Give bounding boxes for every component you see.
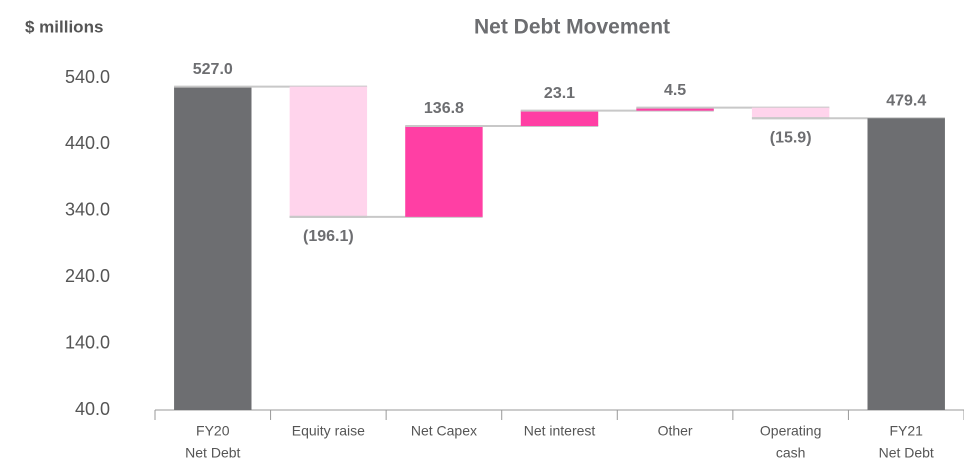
x-tick-label: Net Debt xyxy=(879,445,934,461)
bar xyxy=(636,107,714,111)
bar xyxy=(289,86,368,217)
value-label: (15.9) xyxy=(770,129,812,146)
bar xyxy=(867,118,945,410)
x-tick-label: FY21 xyxy=(889,423,923,439)
value-label: 136.8 xyxy=(424,100,464,117)
x-tick-label: Net Capex xyxy=(411,423,477,439)
bar xyxy=(174,86,252,410)
x-tick-label: Equity raise xyxy=(292,423,365,439)
bar xyxy=(405,126,483,217)
y-tick-label: 240.0 xyxy=(65,266,110,286)
chart-title: Net Debt Movement xyxy=(474,16,670,39)
value-label: 479.4 xyxy=(886,92,926,109)
x-tick-label: Other xyxy=(658,423,693,439)
y-axis-label: $ millions xyxy=(25,17,103,36)
y-tick-label: 540.0 xyxy=(65,67,110,87)
x-tick-label: FY20 xyxy=(196,423,230,439)
y-tick-label: 340.0 xyxy=(65,200,110,220)
value-label: 4.5 xyxy=(664,82,686,99)
bar xyxy=(751,107,830,119)
y-tick-label: 40.0 xyxy=(75,399,110,419)
bar xyxy=(520,110,599,127)
x-tick-label: Net Debt xyxy=(185,445,240,461)
x-tick-label: Operating xyxy=(760,423,821,439)
value-label: 527.0 xyxy=(193,61,233,78)
x-tick-label: Net interest xyxy=(524,423,596,439)
x-tick-label: cash xyxy=(776,445,806,461)
value-label: (196.1) xyxy=(303,228,354,245)
y-tick-label: 440.0 xyxy=(65,133,110,153)
y-tick-label: 140.0 xyxy=(65,332,110,352)
value-label: 23.1 xyxy=(544,85,575,102)
